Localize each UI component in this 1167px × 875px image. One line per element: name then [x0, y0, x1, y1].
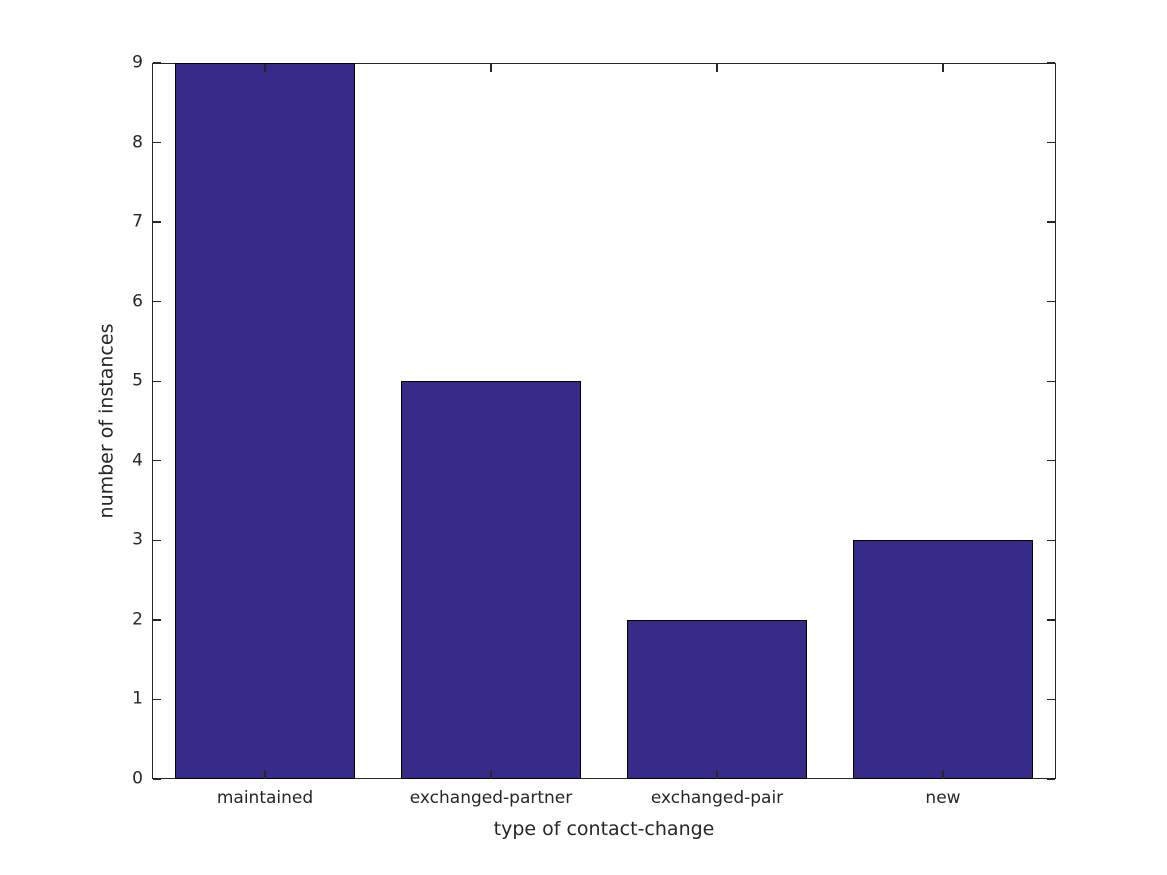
axis-tick [153, 539, 162, 541]
axis-tick [153, 380, 162, 382]
bar-exchanged-pair [626, 619, 808, 779]
axis-tick [153, 62, 162, 64]
y-tick-label: 5 [132, 370, 143, 391]
x-tick-label: new [925, 788, 961, 808]
x-tick-label: exchanged-partner [409, 788, 573, 808]
y-tick-label: 3 [132, 529, 143, 550]
y-tick-label: 0 [132, 768, 143, 789]
axis-tick [153, 778, 162, 780]
axis-tick [1046, 141, 1055, 144]
x-tick-label: maintained [216, 788, 314, 808]
axis-tick [1046, 619, 1055, 621]
x-tick-label: exchanged-pair [650, 788, 784, 808]
axis-tick [1046, 301, 1055, 303]
y-axis-title: number of instances [95, 323, 118, 519]
x-axis-title: type of contact-change [493, 818, 715, 840]
y-tick-label: 2 [132, 609, 143, 630]
axis-tick [153, 221, 162, 223]
axis-tick [153, 619, 162, 621]
axis-tick [153, 698, 162, 701]
axis-tick [1046, 460, 1055, 462]
axis-tick [264, 771, 266, 779]
axis-tick [1046, 380, 1055, 382]
y-tick-label: 8 [132, 132, 143, 153]
y-tick-label: 6 [132, 291, 143, 312]
y-tick-label: 7 [132, 211, 143, 232]
bar-new [852, 540, 1034, 779]
axis-tick [716, 64, 718, 73]
axis-tick [1046, 778, 1055, 780]
axis-tick [1046, 221, 1055, 223]
axis-tick [1046, 62, 1055, 64]
y-tick-label: 4 [132, 450, 143, 471]
y-tick-label: 9 [132, 52, 143, 73]
axis-tick [153, 301, 162, 303]
bar-maintained [174, 63, 356, 779]
axis-tick [1046, 539, 1055, 541]
axis-tick [264, 64, 266, 73]
axis-tick [153, 141, 162, 144]
axis-tick [490, 771, 492, 779]
bar-exchanged-partner [400, 381, 582, 779]
axis-tick [1046, 698, 1055, 701]
axis-tick [942, 771, 944, 779]
axis-tick [490, 64, 492, 73]
axis-tick [153, 460, 162, 462]
axis-tick [716, 771, 718, 779]
y-tick-label: 1 [132, 688, 143, 709]
axis-tick [942, 64, 944, 73]
